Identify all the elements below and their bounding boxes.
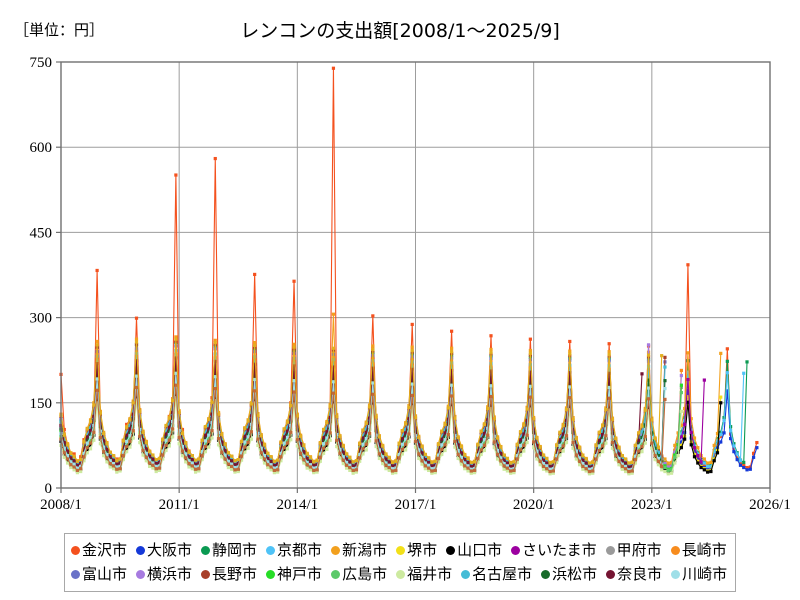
plot-area: 0 150 300 450 600 750 2008/1 2011/1 2014/1 2017/1… [30, 55, 791, 513]
legend-item-長野市[interactable]: 長野市 [201, 564, 258, 583]
legend-row-2: 富山市 横浜市 長野市 神戸市 広島市 福井市 名古屋市 浜松市 奈良市 川崎市 [71, 562, 729, 586]
x-axis-tick-label: 2020/1 [513, 497, 555, 513]
legend-item-京都市[interactable]: 京都市 [266, 540, 323, 559]
legend-label: 福井市 [407, 564, 453, 583]
x-axis-tick-label: 2008/1 [40, 497, 82, 513]
legend-label: さいたま市 [522, 540, 597, 559]
legend-marker-icon [606, 569, 616, 579]
x-axis-tick-label: 2017/1 [395, 497, 437, 513]
legend-marker-icon [511, 545, 521, 555]
legend-marker-icon [605, 545, 615, 555]
legend-marker-icon [461, 569, 471, 579]
legend-marker-icon [136, 569, 146, 579]
legend-label: 山口市 [457, 540, 503, 559]
legend-label: 神戸市 [277, 564, 323, 583]
x-axis-tick-label: 2014/1 [276, 497, 318, 513]
legend-item-堺市[interactable]: 堺市 [396, 540, 438, 559]
legend-marker-icon [136, 545, 146, 555]
legend-marker-icon [331, 569, 341, 579]
legend-marker-icon [71, 545, 80, 555]
legend-label: 京都市 [277, 540, 323, 559]
legend-item-福井市[interactable]: 福井市 [396, 564, 453, 583]
legend-item-川崎市[interactable]: 川崎市 [671, 564, 728, 583]
series-仙台市 [59, 337, 664, 465]
legend-item-横浜市[interactable]: 横浜市 [136, 564, 193, 583]
y-axis-tick-label: 600 [30, 140, 53, 156]
legend-marker-icon [71, 569, 80, 579]
legend-marker-icon [396, 545, 406, 555]
legend-label: 甲府市 [616, 540, 662, 559]
series-奈良市 [59, 356, 644, 469]
legend-marker-icon [266, 569, 276, 579]
legend-item-静岡市[interactable]: 静岡市 [201, 540, 258, 559]
legend-item-奈良市[interactable]: 奈良市 [606, 564, 663, 583]
legend-item-新潟市[interactable]: 新潟市 [331, 540, 388, 559]
legend-item-富山市[interactable]: 富山市 [71, 564, 128, 583]
legend-label: 富山市 [82, 564, 128, 583]
y-axis-tick-label: 450 [30, 225, 53, 241]
legend-label: 浜松市 [552, 564, 598, 583]
legend-item-名古屋市[interactable]: 名古屋市 [461, 564, 533, 583]
y-axis-tick-label: 750 [30, 55, 53, 71]
legend-marker-icon [201, 569, 211, 579]
legend-label: 大阪市 [147, 540, 193, 559]
legend-item-広島市[interactable]: 広島市 [331, 564, 388, 583]
legend-marker-icon [396, 569, 406, 579]
x-axis-tick-label: 2011/1 [159, 497, 200, 513]
chart-legend: 金沢市 大阪市 静岡市 京都市 新潟市 堺市 山口市 さいたま市 甲府市 長崎市 富山市 横浜市 長野… [64, 533, 736, 592]
legend-label: 金沢市 [82, 540, 128, 559]
legend-item-甲府市[interactable]: 甲府市 [605, 540, 662, 559]
legend-marker-icon [670, 545, 680, 555]
y-axis-tick-label: 150 [30, 396, 53, 412]
chart-title: レンコンの支出額[2008/1～2025/9] [240, 20, 560, 42]
y-axis-tick-label: 0 [45, 481, 53, 497]
legend-label: 川崎市 [682, 564, 728, 583]
legend-item-浜松市[interactable]: 浜松市 [541, 564, 598, 583]
line-chart-svg: 0 150 300 450 600 750 2008/1 2011/1 2014/1 2017/1… [30, 55, 791, 513]
unit-label: ［単位：円］ [14, 21, 105, 39]
series-福井市 [59, 396, 683, 476]
legend-label: 横浜市 [147, 564, 193, 583]
legend-item-金沢市[interactable]: 金沢市 [71, 540, 128, 559]
legend-marker-icon [671, 569, 681, 579]
legend-label: 静岡市 [212, 540, 258, 559]
legend-label: 広島市 [342, 564, 388, 583]
legend-label: 長野市 [212, 564, 258, 583]
legend-marker-icon [446, 545, 456, 555]
legend-label: 堺市 [407, 540, 438, 559]
legend-item-長崎市[interactable]: 長崎市 [670, 540, 727, 559]
y-axis-tick-label: 300 [30, 311, 53, 327]
legend-marker-icon [541, 569, 551, 579]
legend-marker-icon [331, 545, 341, 555]
series-札幌市 [59, 383, 667, 474]
legend-marker-icon [201, 545, 211, 555]
x-axis-tick-label: 2026/1 [749, 497, 791, 513]
legend-marker-icon [266, 545, 276, 555]
legend-item-大阪市[interactable]: 大阪市 [136, 540, 193, 559]
legend-item-さいたま市[interactable]: さいたま市 [511, 540, 597, 559]
legend-label: 長崎市 [681, 540, 727, 559]
legend-label: 新潟市 [342, 540, 388, 559]
legend-row-1: 金沢市 大阪市 静岡市 京都市 新潟市 堺市 山口市 さいたま市 甲府市 長崎市 [71, 538, 729, 562]
legend-label: 名古屋市 [472, 564, 533, 583]
legend-label: 奈良市 [617, 564, 663, 583]
legend-item-山口市[interactable]: 山口市 [446, 540, 503, 559]
x-axis-tick-label: 2023/1 [631, 497, 673, 513]
legend-item-神戸市[interactable]: 神戸市 [266, 564, 323, 583]
